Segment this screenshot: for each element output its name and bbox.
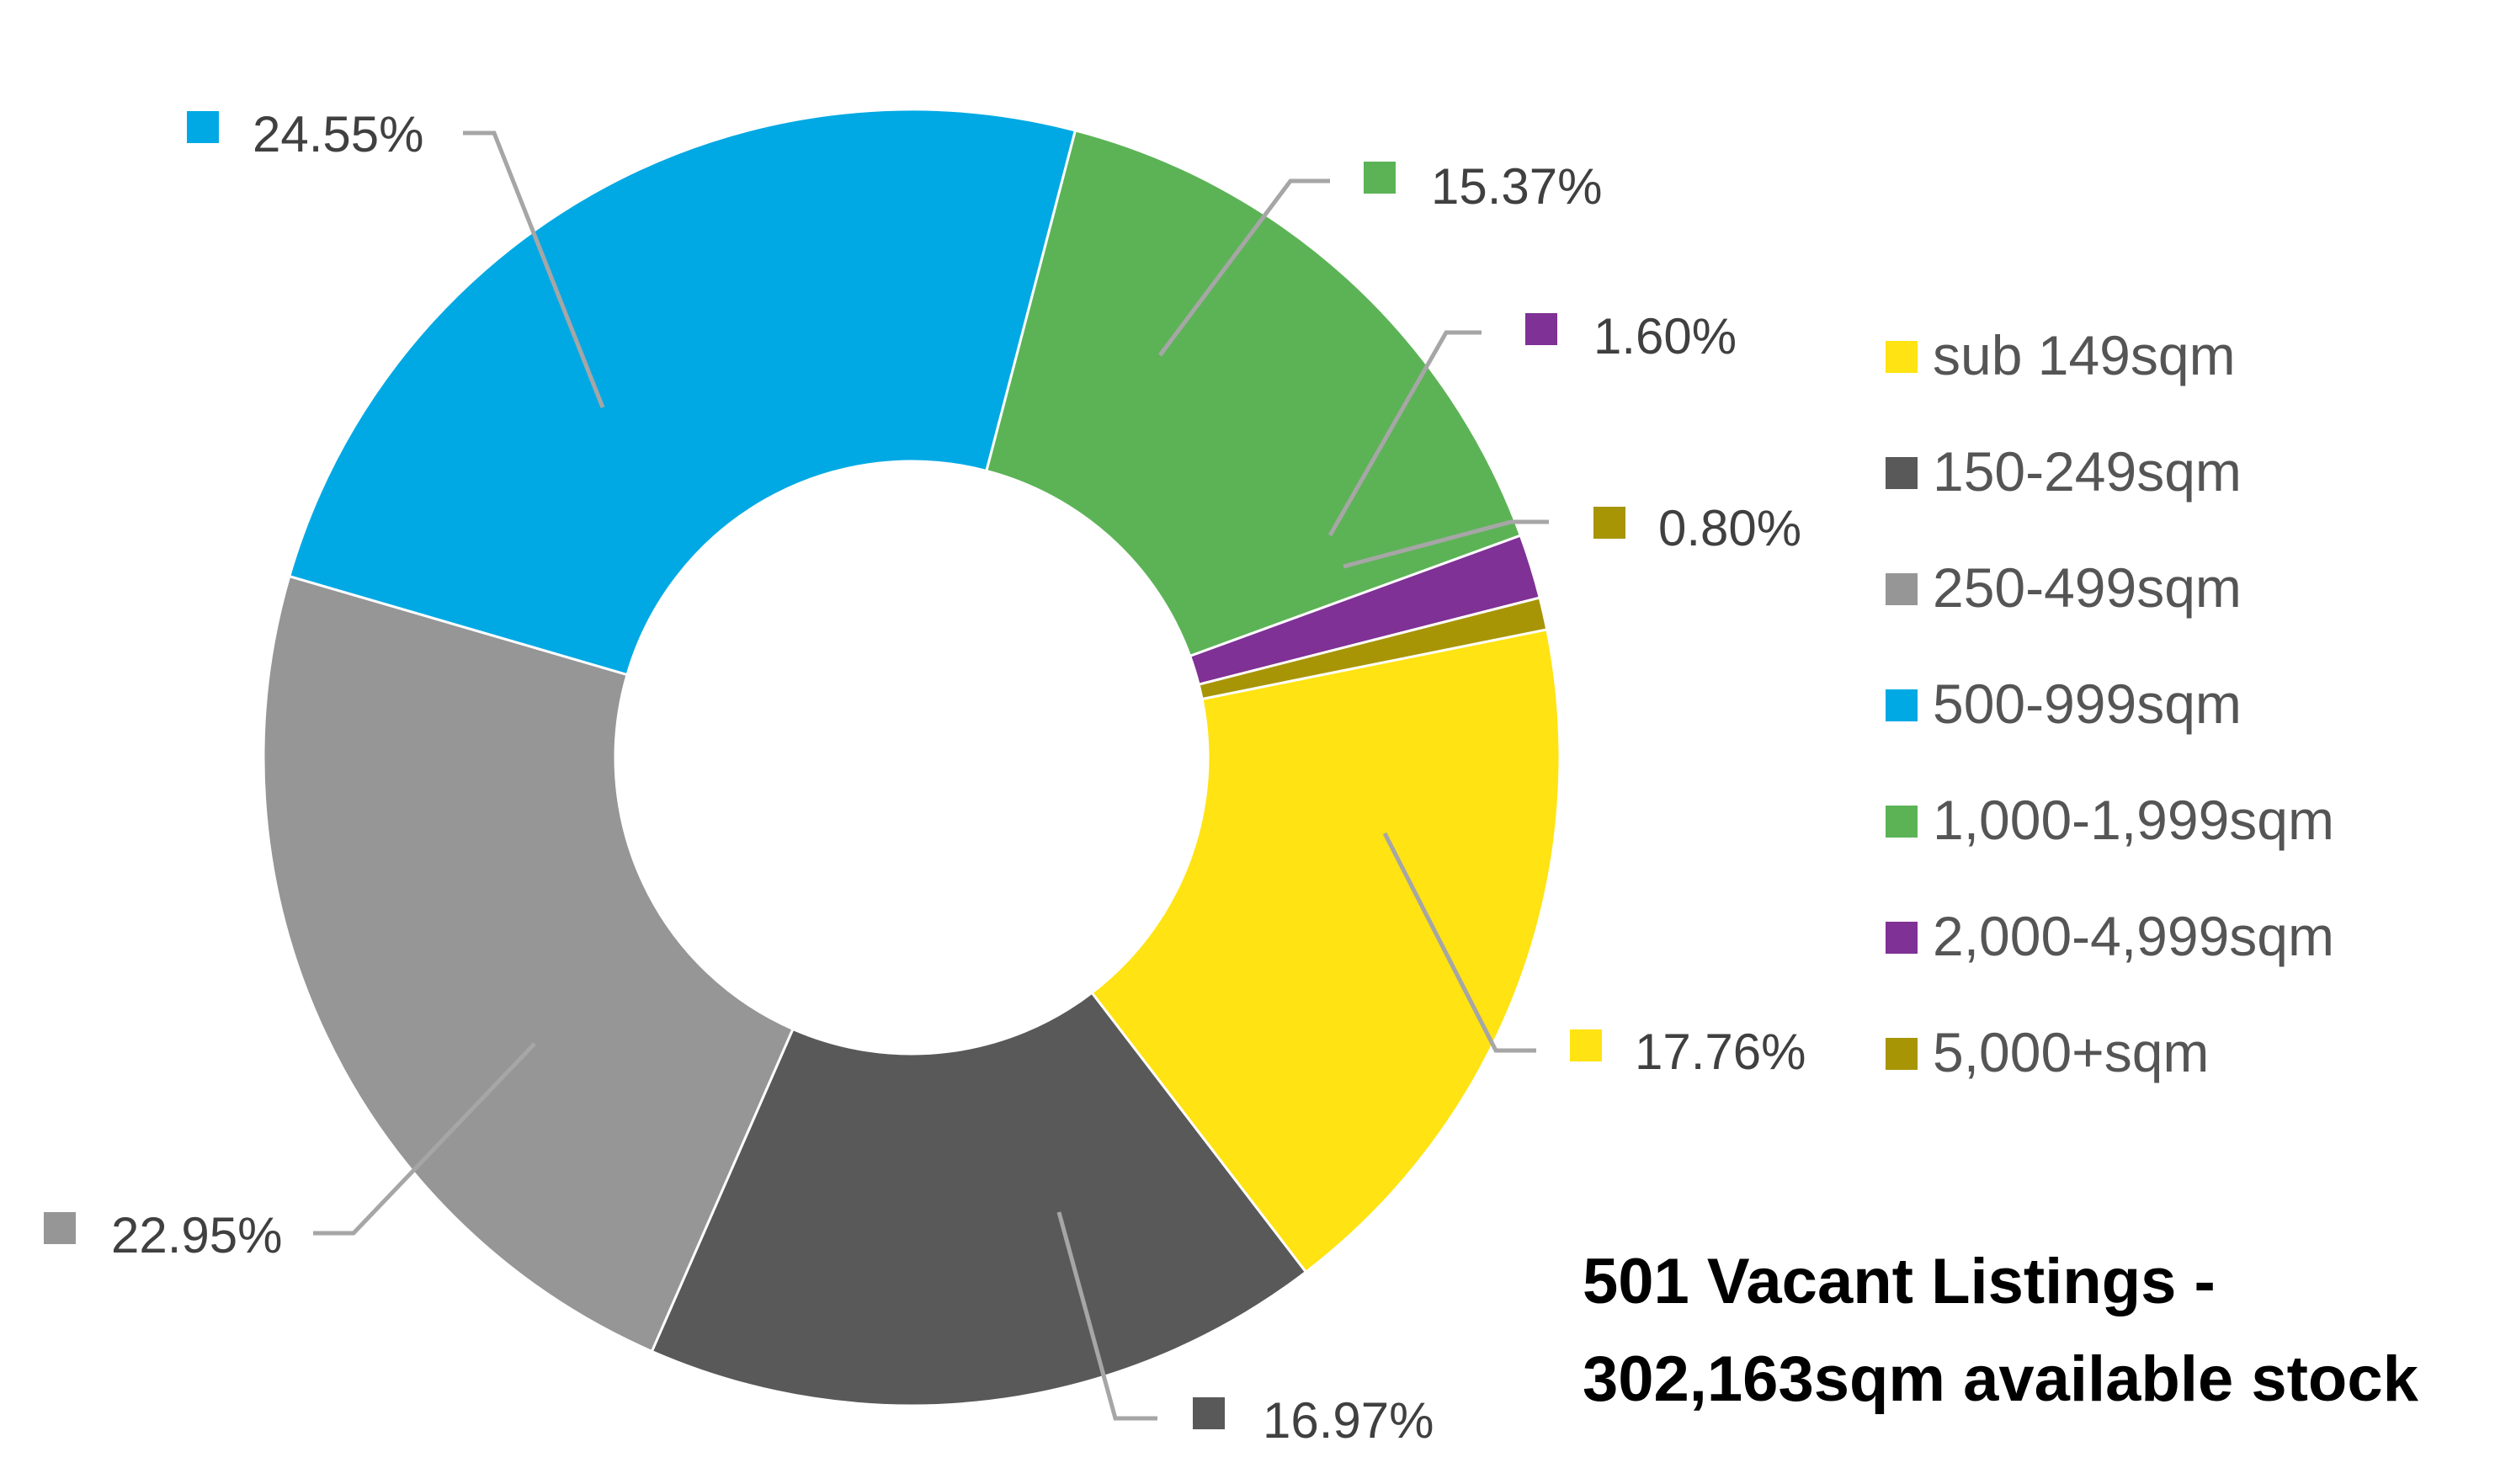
value-label-1-000-1-999sqm: 15.37% bbox=[1431, 158, 1603, 215]
legend-label-1-000-1-999sqm: 1,000-1,999sqm bbox=[1933, 789, 2334, 851]
legend: sub 149sqm 150-249sqm 250-499sqm 500-999sqm… bbox=[1886, 324, 2334, 1083]
value-label-150-249sqm: 16.97% bbox=[1263, 1392, 1434, 1449]
legend-swatch-1-000-1-999sqm bbox=[1886, 806, 1918, 838]
legend-label-5-000-sqm: 5,000+sqm bbox=[1933, 1021, 2209, 1083]
value-label-250-499sqm: 22.95% bbox=[111, 1207, 283, 1263]
value-labels: 17.76% 16.97% 22.95% 24.55% 15.37% 1.60% 0.80% bbox=[44, 106, 1806, 1449]
value-label-marker-250-499sqm bbox=[44, 1212, 76, 1244]
value-label-500-999sqm: 24.55% bbox=[253, 106, 424, 162]
legend-swatch-500-999sqm bbox=[1886, 689, 1918, 721]
value-label-marker-5-000-sqm bbox=[1593, 507, 1625, 539]
slice-5-000-sqm bbox=[1197, 596, 1549, 701]
leader-line-5-000-sqm bbox=[1343, 519, 1549, 569]
legend-swatch-5-000-sqm bbox=[1886, 1038, 1918, 1070]
slice-250-499sqm bbox=[262, 574, 795, 1354]
slice-1-000-1-999sqm bbox=[985, 129, 1523, 658]
leader-lines bbox=[313, 130, 1549, 1421]
value-label-marker-150-249sqm bbox=[1193, 1397, 1225, 1429]
slice-150-249sqm bbox=[650, 991, 1308, 1407]
value-label-marker-sub-149sqm bbox=[1570, 1029, 1602, 1061]
value-label-sub-149sqm: 17.76% bbox=[1635, 1024, 1806, 1080]
legend-label-2-000-4-999sqm: 2,000-4,999sqm bbox=[1933, 905, 2334, 967]
value-label-marker-1-000-1-999sqm bbox=[1364, 162, 1396, 194]
legend-swatch-2-000-4-999sqm bbox=[1886, 922, 1918, 954]
legend-label-250-499sqm: 250-499sqm bbox=[1933, 556, 2242, 619]
leader-line-250-499sqm bbox=[313, 1042, 536, 1236]
caption-line-2: 302,163sqm available stock bbox=[1583, 1343, 2418, 1415]
value-label-2-000-4-999sqm: 1.60% bbox=[1593, 308, 1737, 364]
legend-label-500-999sqm: 500-999sqm bbox=[1933, 673, 2242, 735]
legend-swatch-250-499sqm bbox=[1886, 573, 1918, 605]
leader-line-sub-149sqm bbox=[1382, 832, 1536, 1053]
legend-label-sub-149sqm: sub 149sqm bbox=[1933, 324, 2236, 386]
legend-swatch-150-249sqm bbox=[1886, 457, 1918, 489]
legend-label-150-249sqm: 150-249sqm bbox=[1933, 440, 2242, 503]
slice-sub-149sqm bbox=[1090, 628, 1561, 1274]
leader-line-2-000-4-999sqm bbox=[1327, 330, 1482, 537]
value-label-marker-500-999sqm bbox=[187, 111, 219, 143]
leader-line-1-000-1-999sqm bbox=[1157, 178, 1330, 357]
value-label-5-000-sqm: 0.80% bbox=[1658, 500, 1801, 556]
leader-line-150-249sqm bbox=[1056, 1211, 1157, 1421]
chart-caption: 501 Vacant Listings - 302,163sqm availab… bbox=[1583, 1233, 2418, 1428]
legend-swatch-sub-149sqm bbox=[1886, 341, 1918, 373]
donut-slices bbox=[262, 108, 1561, 1407]
leader-line-500-999sqm bbox=[463, 130, 605, 408]
value-label-marker-2-000-4-999sqm bbox=[1525, 313, 1557, 345]
slice-500-999sqm bbox=[287, 108, 1077, 677]
caption-line-1: 501 Vacant Listings - bbox=[1583, 1246, 2216, 1317]
